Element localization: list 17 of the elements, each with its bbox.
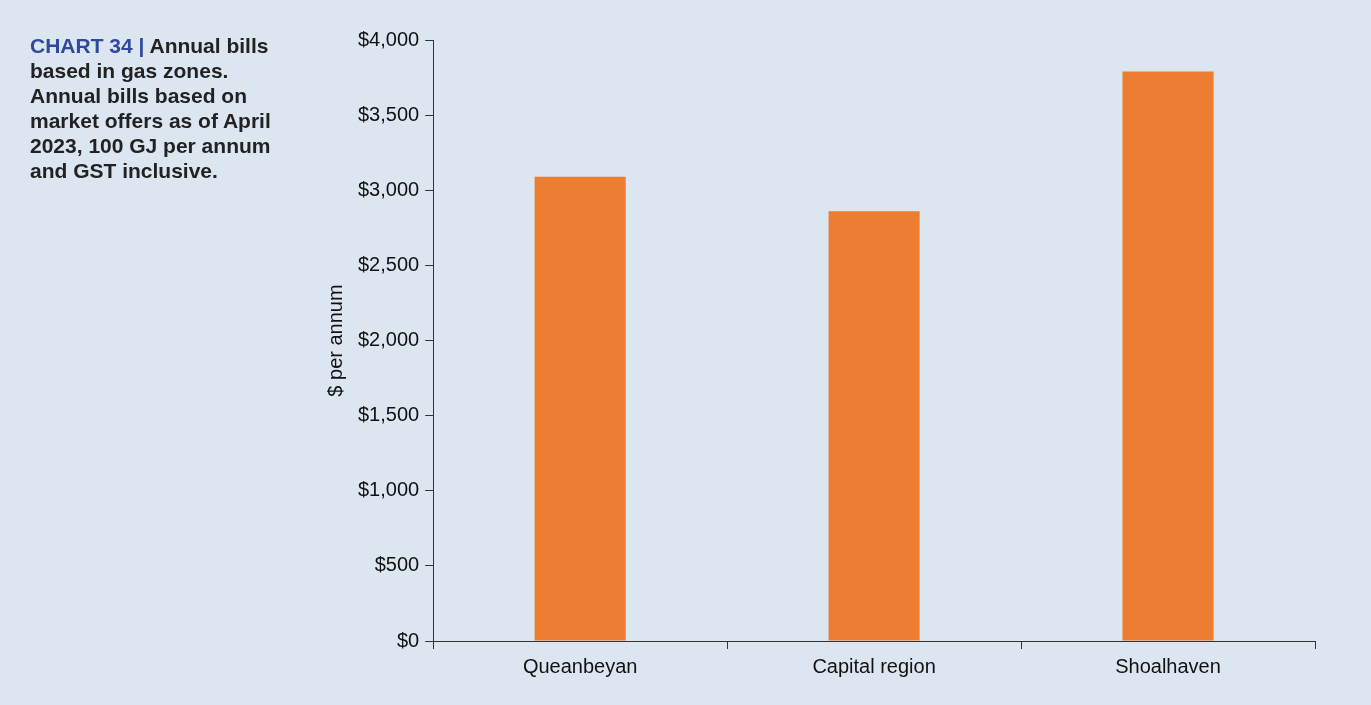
y-axis-title: $ per annum bbox=[323, 284, 346, 397]
y-tick-label: $1,000 bbox=[358, 478, 420, 501]
y-tick-label: $4,000 bbox=[358, 27, 420, 50]
text: CHART 34 | Annual bills based in gas zones. Annual bills based on market offers as of April 2023, 100 GJ per annum and GST inclusive. bbox=[30, 33, 272, 183]
y-tick-label: $1,500 bbox=[358, 403, 420, 426]
bar bbox=[1122, 71, 1214, 641]
x-tick-label: Shoalhaven bbox=[1115, 654, 1221, 677]
y-tick-label: $0 bbox=[396, 628, 420, 651]
bar bbox=[828, 211, 920, 641]
y-tick-label: $500 bbox=[374, 553, 420, 576]
y-tick-label: $2,500 bbox=[358, 252, 420, 275]
y-tick-label: $3,500 bbox=[358, 102, 420, 125]
x-tick-label: Queanbeyan bbox=[522, 654, 638, 677]
x-tick-label: Capital region bbox=[812, 654, 936, 677]
bar bbox=[534, 176, 626, 641]
y-tick-label: $3,000 bbox=[358, 177, 420, 200]
y-tick-label: $2,000 bbox=[358, 328, 420, 351]
